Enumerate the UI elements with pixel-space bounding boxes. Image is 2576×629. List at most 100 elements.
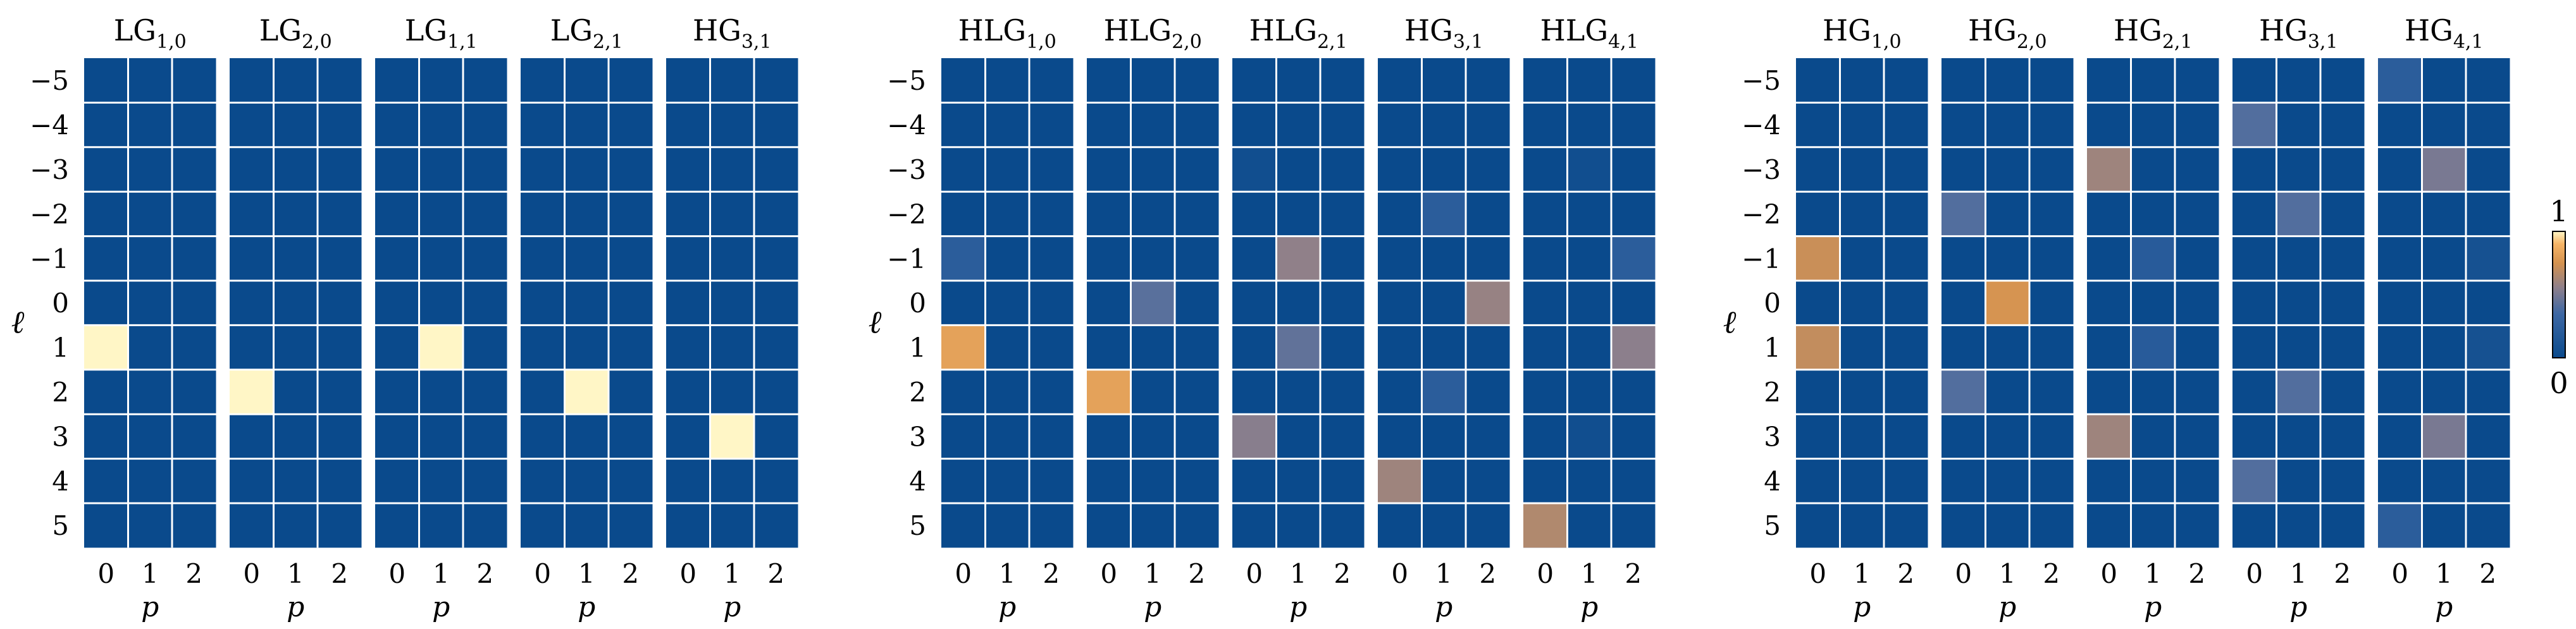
- heatmap-panel: LG1,1 0 1 2p: [375, 13, 507, 623]
- col-tick-label: 2: [476, 558, 493, 589]
- heatmap-cell: [273, 458, 318, 503]
- row-axis-label: ℓ: [11, 303, 25, 340]
- panel-title: HLG4,1: [1540, 13, 1638, 53]
- heatmap-cell: [1421, 102, 1466, 147]
- heatmap-cell: [1466, 458, 1510, 503]
- heatmap-cell: [1087, 458, 1131, 503]
- heatmap-cell: [1840, 102, 1884, 147]
- panel-title-subscript: 1,1: [447, 31, 478, 53]
- heatmap-cell: [375, 325, 419, 370]
- heatmap-cell: [1087, 503, 1131, 548]
- colorbar: 1 0: [2549, 194, 2568, 400]
- col-tick-label: 2: [2043, 558, 2060, 589]
- col-tick-label: 1: [1290, 558, 1307, 589]
- heatmap-cell: [1884, 236, 1928, 281]
- heatmap-cell: [1611, 147, 1656, 192]
- row-tick-label: −1: [30, 243, 69, 274]
- heatmap-cell: [985, 414, 1029, 459]
- heatmap-cell: [941, 58, 986, 103]
- panel-title-name: LG: [405, 13, 447, 47]
- heatmap-cell: [1840, 369, 1884, 415]
- heatmap-cell: [84, 414, 128, 459]
- heatmap-cell: [2378, 102, 2422, 147]
- heatmap-cell: [666, 236, 710, 281]
- heatmap-cell: [1840, 147, 1884, 192]
- heatmap-cell: [1466, 102, 1510, 147]
- heatmap-cell-value: [1232, 147, 1277, 192]
- heatmap-cell: [1796, 414, 1840, 459]
- heatmap-cell: [318, 147, 362, 192]
- heatmap-cell: [564, 503, 609, 548]
- col-tick-label: 0: [1246, 558, 1263, 589]
- heatmap-cell: [2131, 414, 2175, 459]
- col-axis-label: p: [2289, 591, 2307, 623]
- heatmap-cell: [1985, 147, 2029, 192]
- heatmap-cell: [1611, 281, 1656, 326]
- heatmap-cell: [2087, 281, 2131, 326]
- heatmap-cell: [318, 102, 362, 147]
- row-tick-label: 0: [909, 288, 926, 319]
- heatmap-cell: [230, 503, 274, 548]
- heatmap-cell: [419, 58, 463, 103]
- heatmap-cell: [985, 369, 1029, 415]
- heatmap-cell: [172, 236, 216, 281]
- heatmap-cell: [1130, 102, 1175, 147]
- heatmap-cell: [273, 325, 318, 370]
- row-axis-label: ℓ: [869, 303, 882, 340]
- col-axis-label: p: [287, 591, 304, 623]
- col-tick-label: 0: [679, 558, 697, 589]
- heatmap-cell: [609, 325, 653, 370]
- heatmap-cell: [666, 503, 710, 548]
- heatmap-cell: [1029, 102, 1074, 147]
- panel-title-subscript: 3,1: [2308, 31, 2338, 53]
- heatmap-cell: [172, 458, 216, 503]
- heatmap-cell: [2422, 458, 2466, 503]
- heatmap-cell: [1796, 281, 1840, 326]
- heatmap-cell: [1567, 102, 1611, 147]
- heatmap-cell-value: [1130, 281, 1175, 326]
- heatmap-cell: [1130, 192, 1175, 236]
- heatmap-cell: [2320, 414, 2365, 459]
- heatmap-cell: [419, 414, 463, 459]
- heatmap-cell: [419, 503, 463, 548]
- heatmap-cell: [1567, 458, 1611, 503]
- heatmap-cell: [1523, 236, 1568, 281]
- col-tick-label: 1: [1144, 558, 1161, 589]
- heatmap-cell: [1985, 58, 2029, 103]
- heatmap-cell: [1175, 414, 1219, 459]
- row-tick-label: −5: [1742, 65, 1781, 96]
- heatmap-cell-value: [2276, 369, 2320, 415]
- heatmap-cell: [318, 58, 362, 103]
- heatmap-cell: [1523, 58, 1568, 103]
- heatmap-cell: [273, 102, 318, 147]
- heatmap-cell: [1523, 147, 1568, 192]
- heatmap-cell: [1941, 414, 1986, 459]
- heatmap-cell: [318, 325, 362, 370]
- heatmap-cell: [2320, 369, 2365, 415]
- heatmap-cell: [1466, 58, 1510, 103]
- heatmap-cell: [1611, 58, 1656, 103]
- row-tick-label: 4: [909, 466, 926, 497]
- heatmap-cell: [2087, 192, 2131, 236]
- heatmap-cell-value: [1567, 414, 1611, 459]
- heatmap-cell: [1276, 458, 1320, 503]
- heatmap-cell: [84, 281, 128, 326]
- colorbar-gradient: [2552, 231, 2566, 358]
- heatmap-cell: [609, 102, 653, 147]
- heatmap-cell: [1175, 236, 1219, 281]
- heatmap-cell: [419, 236, 463, 281]
- panel-title-name: LG: [259, 13, 302, 47]
- panel-title-subscript: 2,1: [1317, 31, 1347, 53]
- col-tick-label: 2: [767, 558, 784, 589]
- col-tick-label: 2: [2479, 558, 2496, 589]
- heatmap-cell: [1130, 147, 1175, 192]
- heatmap-cell: [1130, 369, 1175, 415]
- heatmap-cell: [521, 236, 565, 281]
- heatmap-cell: [2422, 281, 2466, 326]
- heatmap-cell: [2087, 102, 2131, 147]
- row-tick-label: −4: [887, 110, 926, 141]
- heatmap-cell: [1320, 458, 1365, 503]
- heatmap-cell: [2175, 58, 2219, 103]
- heatmap-cell: [985, 281, 1029, 326]
- col-tick-label: 2: [1479, 558, 1496, 589]
